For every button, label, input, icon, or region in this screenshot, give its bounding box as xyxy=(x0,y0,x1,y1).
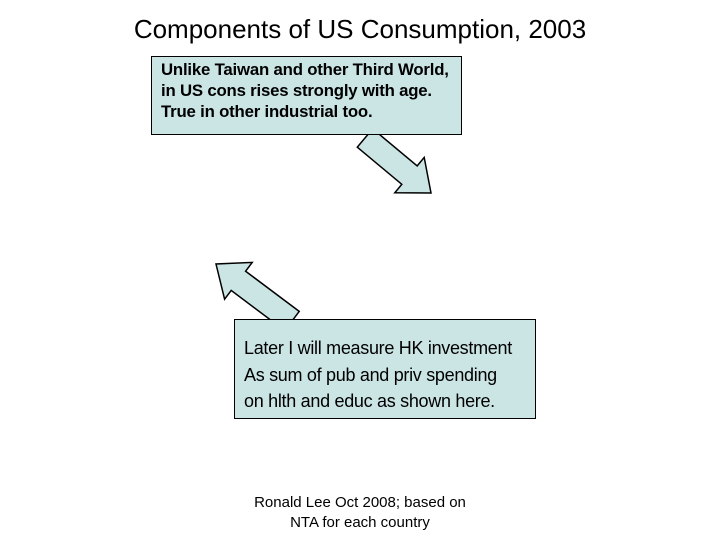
slide-title: Components of US Consumption, 2003 xyxy=(133,14,587,44)
credit-line-1: Ronald Lee Oct 2008; based on xyxy=(254,494,466,511)
callout-bottom-line-3: on hlth and educ as shown here. xyxy=(244,391,495,411)
credit-line-2: NTA for each country xyxy=(290,514,430,531)
callout-top-line-3: True in other industrial too. xyxy=(161,102,373,121)
callout-bottom-line-2: As sum of pub and priv spending xyxy=(244,364,497,385)
callout-top-line-1: Unlike Taiwan and other Third World, xyxy=(161,60,449,79)
block-arrow-down-right-icon xyxy=(356,127,432,194)
callout-top-textbox: Unlike Taiwan and other Third World, in … xyxy=(151,56,462,135)
callout-top-line-2: in US cons rises strongly with age. xyxy=(161,81,432,100)
callout-bottom-textbox: Later I will measure HK investment As su… xyxy=(234,319,536,419)
callout-bottom-line-1: Later I will measure HK investment xyxy=(244,338,512,358)
credit-text: Ronald Lee Oct 2008; based on NTA for ea… xyxy=(0,493,720,533)
